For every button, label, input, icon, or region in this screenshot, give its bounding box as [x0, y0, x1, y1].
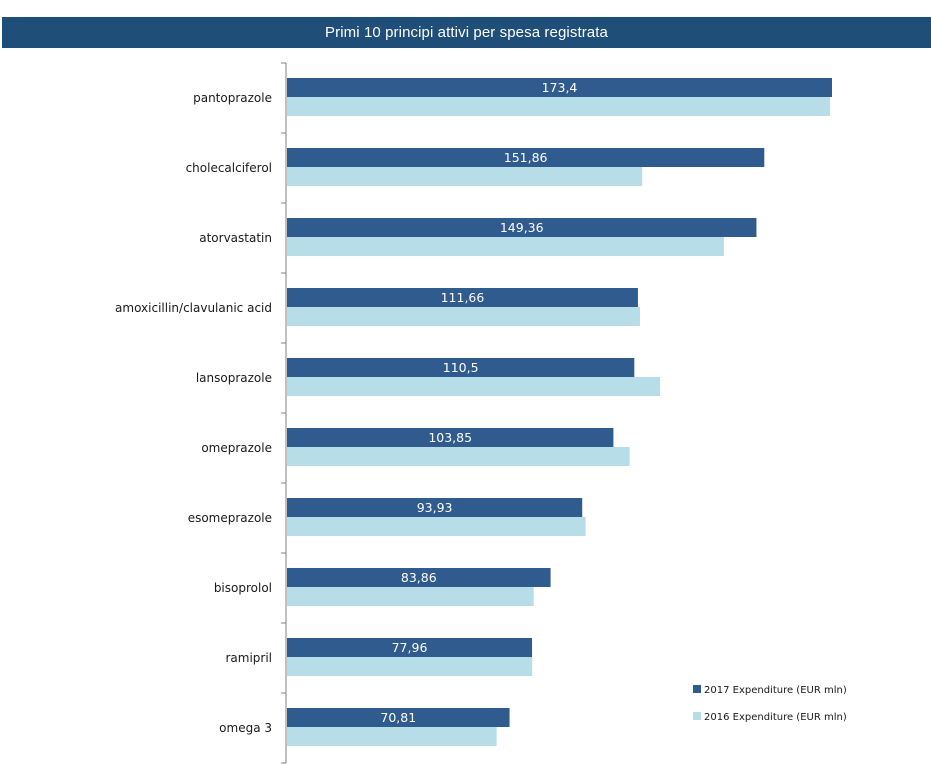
data-label: 110,5 [443, 360, 479, 375]
bar-2016 [287, 587, 534, 606]
bar-2017 [287, 568, 551, 587]
data-label: 70,81 [380, 710, 416, 725]
category-label: pantoprazole [193, 91, 272, 105]
bar-2017 [287, 638, 533, 657]
bar-2016 [287, 167, 643, 186]
category-label: lansoprazole [196, 371, 272, 385]
data-label: 103,85 [428, 430, 472, 445]
bar-2017 [287, 428, 614, 447]
category-label: esomeprazole [188, 511, 272, 525]
legend-label-2016: 2016 Expenditure (EUR mln) [704, 712, 847, 723]
bar-2016 [287, 237, 724, 256]
bar-2016 [287, 727, 497, 746]
category-label: cholecalciferol [186, 161, 272, 175]
legend-swatch-2017 [693, 685, 701, 693]
category-label: bisoprolol [214, 581, 272, 595]
data-label: 151,86 [504, 150, 548, 165]
data-label: 93,93 [417, 500, 453, 515]
chart-title-bar: Primi 10 principi attivi per spesa regis… [2, 17, 931, 48]
bar-2016 [287, 97, 831, 116]
category-label: omeprazole [201, 441, 272, 455]
bar-2017 [287, 78, 832, 97]
bar-2016 [287, 517, 586, 536]
bar-2017 [287, 288, 638, 307]
bar-2017 [287, 358, 635, 377]
bar-2016 [287, 657, 533, 676]
data-label: 111,66 [441, 290, 485, 305]
legend-swatch-2016 [693, 712, 701, 720]
chart-title: Primi 10 principi attivi per spesa regis… [325, 24, 608, 41]
bar-2017 [287, 218, 757, 237]
category-label: atorvastatin [199, 231, 272, 245]
data-label: 149,36 [500, 220, 544, 235]
legend-label-2017: 2017 Expenditure (EUR mln) [704, 685, 847, 696]
bar-2016 [287, 447, 630, 466]
bar-2017 [287, 148, 765, 167]
bar-2016 [287, 377, 661, 396]
bar-2016 [287, 307, 640, 326]
category-label: amoxicillin/clavulanic acid [115, 301, 272, 315]
category-label: omega 3 [219, 721, 272, 735]
data-label: 173,4 [542, 80, 578, 95]
bar-2017 [287, 708, 510, 727]
bar-2017 [287, 498, 583, 517]
data-label: 83,86 [401, 570, 437, 585]
category-label: ramipril [225, 651, 272, 665]
data-label: 77,96 [392, 640, 428, 655]
